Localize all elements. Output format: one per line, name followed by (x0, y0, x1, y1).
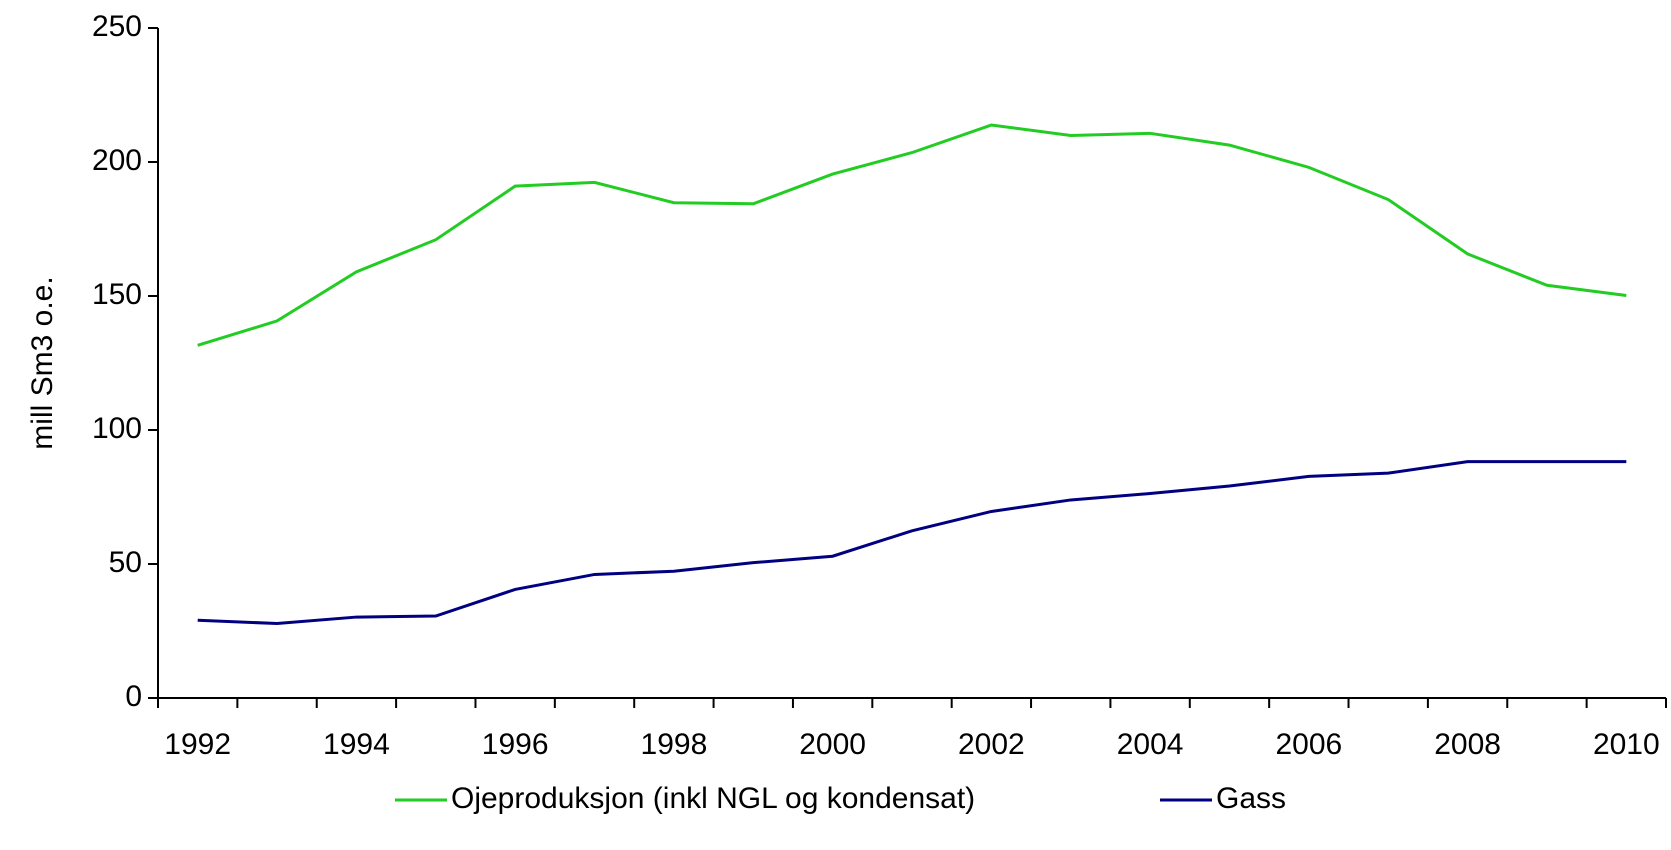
x-tick-label: 1994 (323, 728, 390, 761)
legend-label: Ojeproduksjon (inkl NGL og kondensat) (451, 782, 975, 815)
y-tick-label: 0 (125, 680, 142, 713)
y-axis-label: mill Sm3 o.e. (26, 276, 59, 449)
y-tick-label: 200 (92, 144, 142, 177)
x-tick-label: 2010 (1593, 728, 1660, 761)
series-line (197, 460, 1627, 625)
legend-label: Gass (1216, 782, 1286, 815)
y-tick-label: 50 (109, 546, 142, 579)
x-tick-label: 1998 (641, 728, 708, 761)
y-tick-label: 100 (92, 412, 142, 445)
y-tick-label: 150 (92, 278, 142, 311)
series-line (197, 123, 1627, 347)
x-tick-label: 2000 (799, 728, 866, 761)
x-tick-label: 2004 (1117, 728, 1184, 761)
y-tick-label: 250 (92, 10, 142, 43)
x-tick-label: 2002 (958, 728, 1025, 761)
x-tick-label: 1992 (164, 728, 231, 761)
x-tick-label: 2006 (1275, 728, 1342, 761)
x-tick-label: 1996 (482, 728, 549, 761)
x-tick-label: 2008 (1434, 728, 1501, 761)
